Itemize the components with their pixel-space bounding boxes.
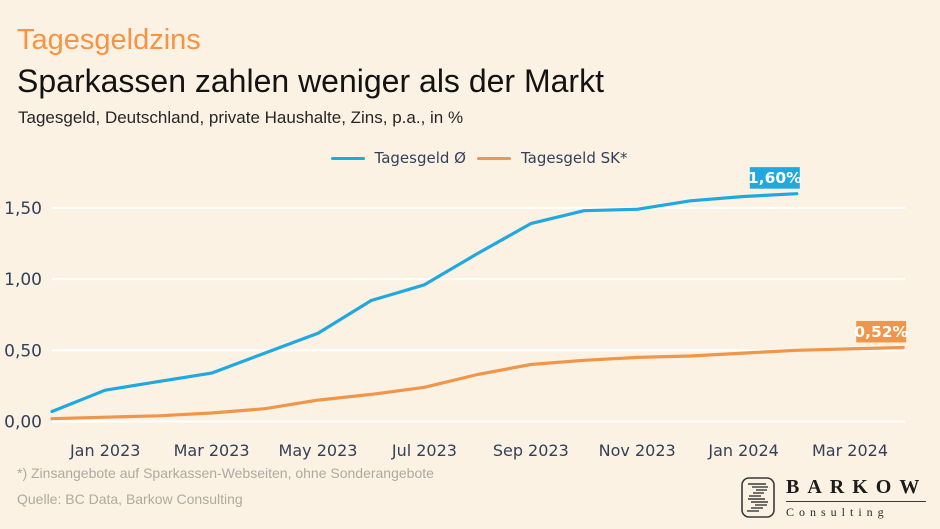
x-tick-label: Nov 2023 xyxy=(599,441,676,460)
barkow-logo: BARKOW Consulting xyxy=(741,477,927,519)
x-tick-label: Jul 2023 xyxy=(391,441,457,460)
logo-divider xyxy=(786,501,926,502)
barkow-logo-text: BARKOW Consulting xyxy=(786,477,927,518)
end-value-badge-1 xyxy=(856,320,907,343)
chart-kicker: Tagesgeldzins xyxy=(17,24,201,56)
legend-line-sample-blue xyxy=(330,156,365,160)
legend-item-tagesgeld-sk: Tagesgeld SK* xyxy=(476,149,628,167)
y-tick-label: 1,00 xyxy=(4,270,42,290)
y-tick-label: 0,50 xyxy=(4,341,42,361)
end-value-label-1: 0,52% xyxy=(854,323,908,341)
end-value-badge-0 xyxy=(749,167,800,189)
series-line-1 xyxy=(50,345,905,421)
chart-title: Sparkassen zahlen weniger als der Markt xyxy=(17,63,604,99)
legend-line-sample-orange xyxy=(476,156,511,160)
x-tick-label: Jan 2023 xyxy=(69,441,140,460)
barkow-logo-icon xyxy=(741,477,775,518)
y-tick-label: 1,50 xyxy=(4,199,42,219)
legend-label: Tagesgeld SK* xyxy=(520,149,628,167)
legend-item-tagesgeld-avg: Tagesgeld Ø xyxy=(330,149,466,167)
x-tick-label: Jan 2024 xyxy=(707,441,778,460)
chart-subtitle: Tagesgeld, Deutschland, private Haushalt… xyxy=(18,108,464,127)
x-tick-label: Mar 2023 xyxy=(174,441,250,460)
chart-footnote: *) Zinsangebote auf Sparkassen-Webseiten… xyxy=(17,465,434,481)
logo-name: BARKOW xyxy=(786,476,928,498)
legend-label: Tagesgeld Ø xyxy=(374,149,466,167)
end-value-label-0: 1,60% xyxy=(748,169,802,187)
y-tick-label: 0,00 xyxy=(4,413,42,433)
series-line-0 xyxy=(50,192,799,414)
x-tick-label: May 2023 xyxy=(279,441,358,460)
x-tick-label: Sep 2023 xyxy=(493,441,569,460)
chart-source: Quelle: BC Data, Barkow Consulting xyxy=(17,491,243,507)
logo-subname: Consulting xyxy=(786,505,889,519)
x-tick-label: Mar 2024 xyxy=(812,441,888,460)
legend: Tagesgeld Ø Tagesgeld SK* xyxy=(0,149,940,167)
